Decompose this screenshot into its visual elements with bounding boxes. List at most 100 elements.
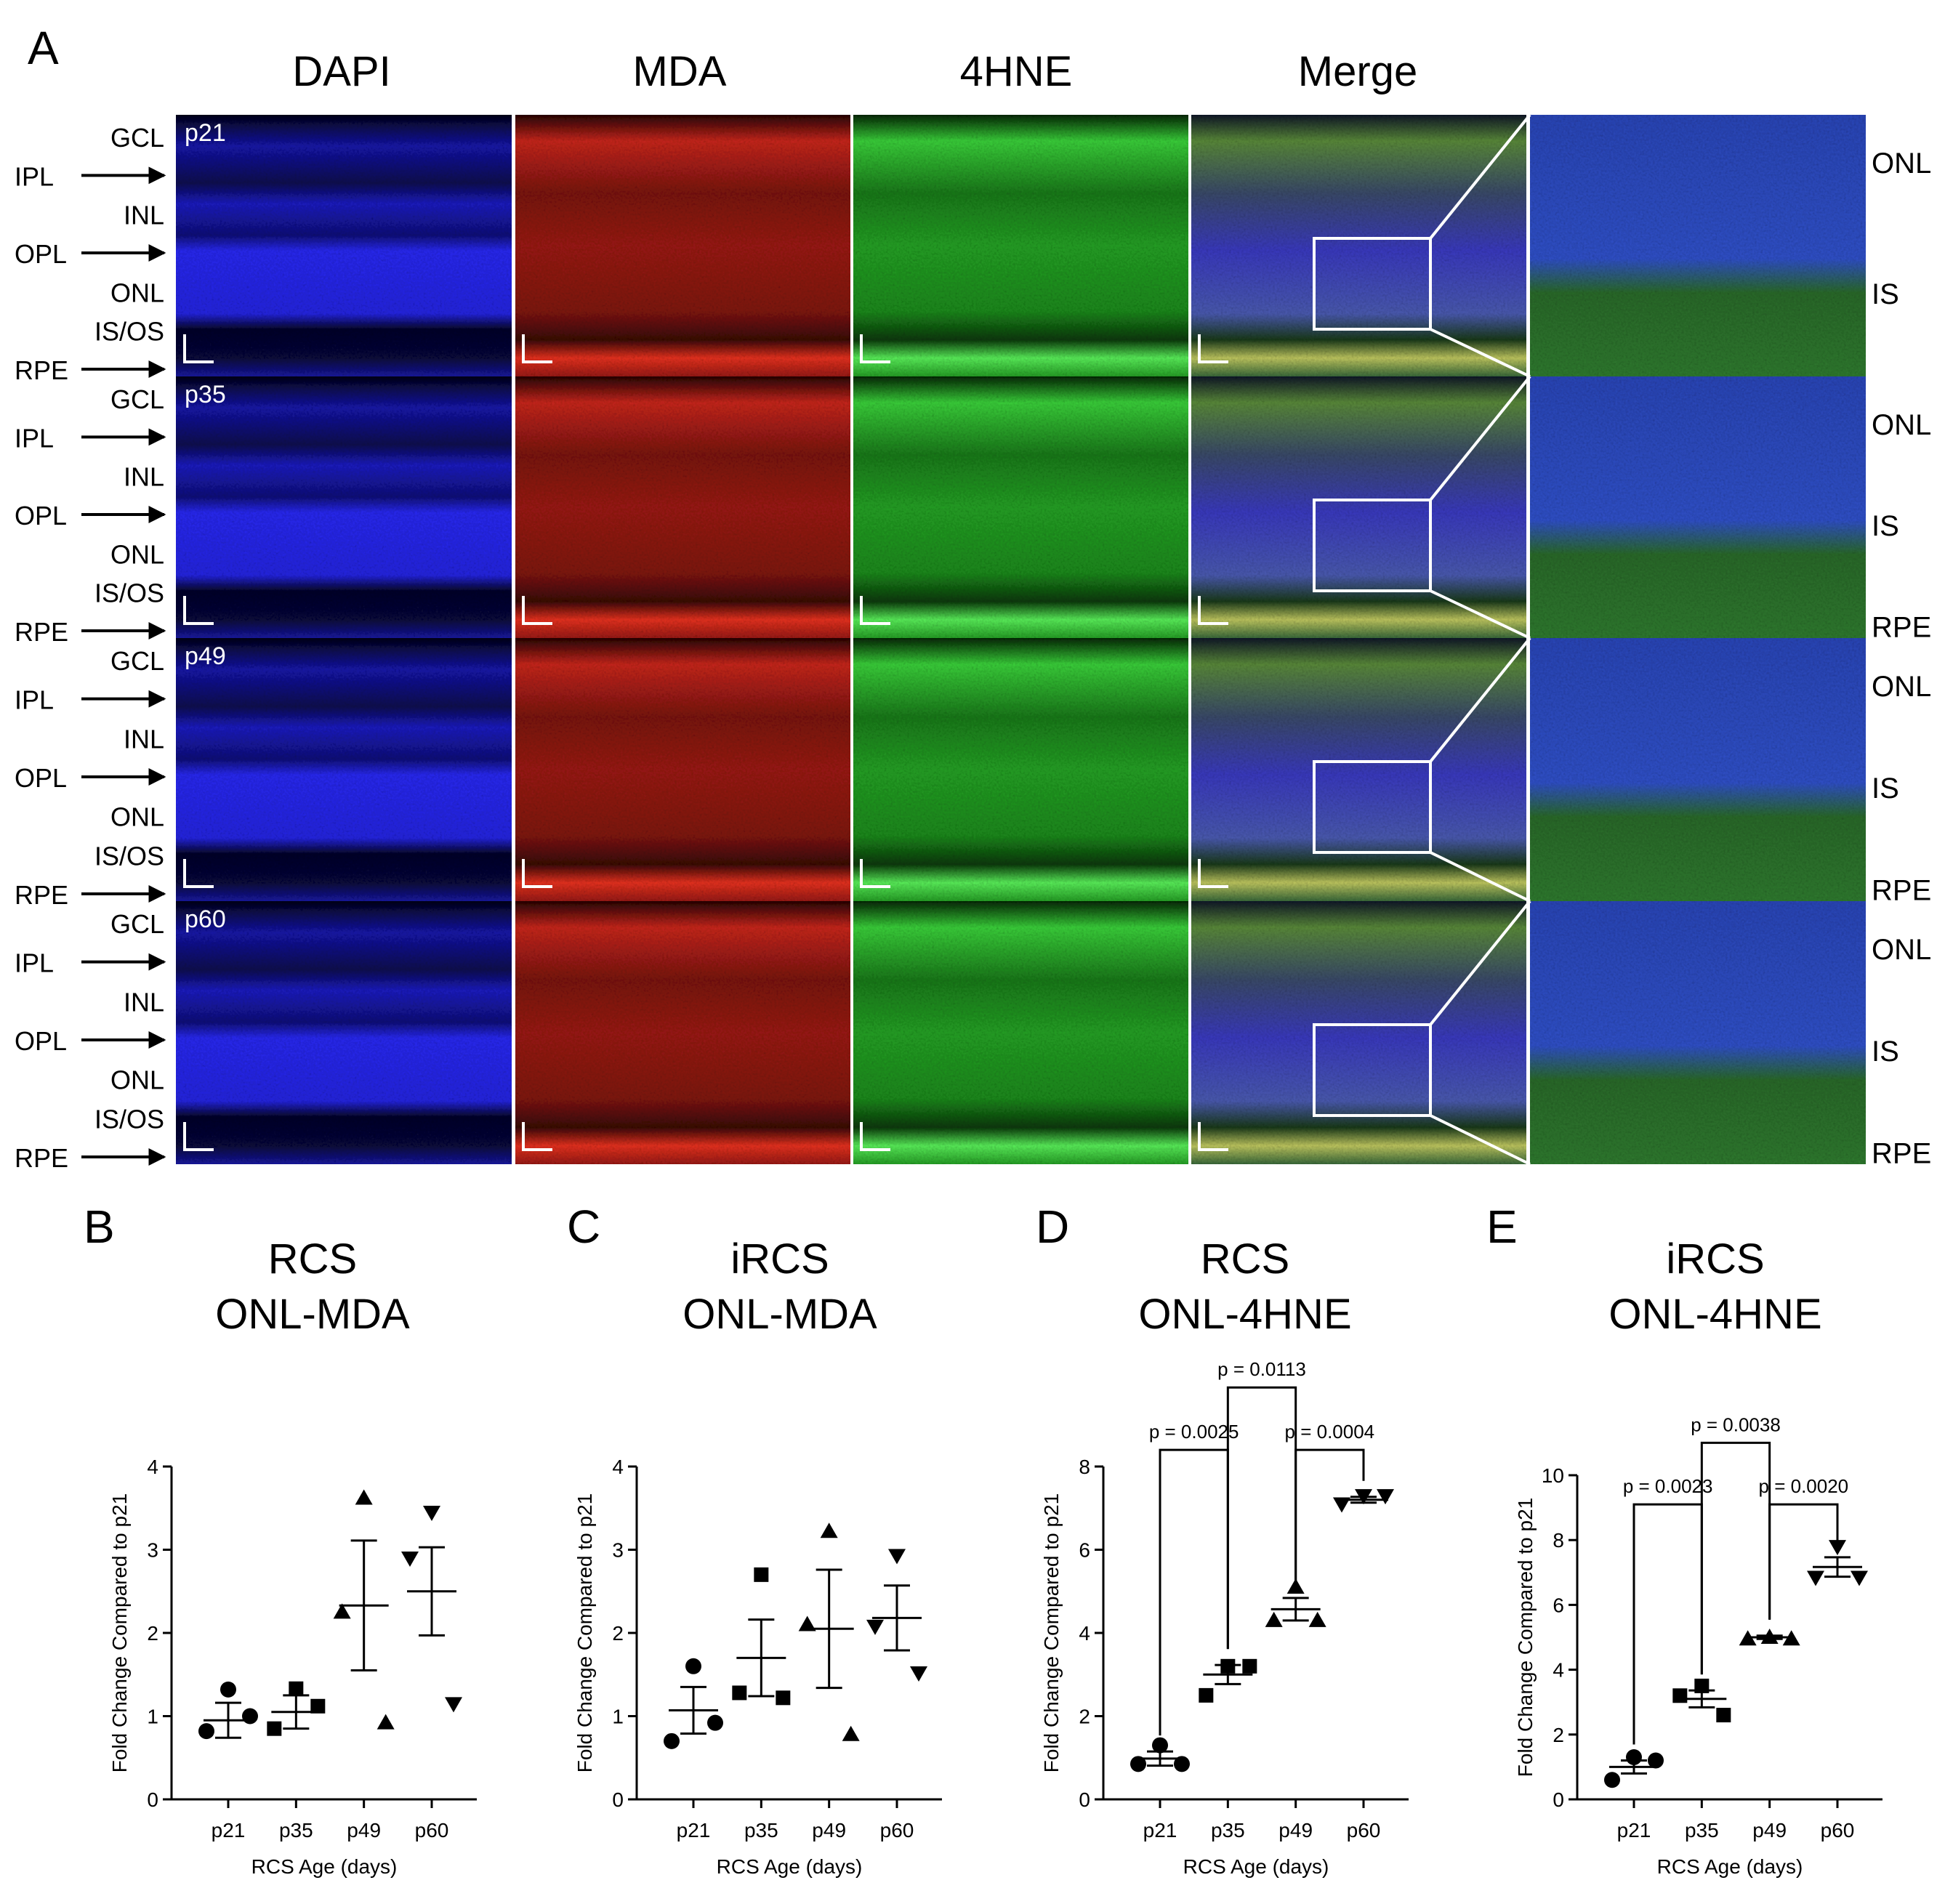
layer-label-gcl: GCL: [110, 646, 164, 676]
chart-title: ONL-4HNE: [1608, 1291, 1821, 1338]
chart-title: RCS: [1201, 1235, 1289, 1283]
x-tick-label: p60: [880, 1819, 914, 1842]
column-separator: [850, 115, 853, 1164]
y-tick-label: 0: [1553, 1788, 1564, 1811]
layer-label-gcl: GCL: [110, 909, 164, 939]
micrograph-4hne-p60: [853, 901, 1188, 1164]
x-tick-label: p35: [1685, 1819, 1719, 1842]
y-tick-label: 2: [1553, 1724, 1564, 1746]
zoom-label-is: IS: [1872, 773, 1899, 804]
p-value-label: p = 0.0038: [1691, 1413, 1781, 1435]
micrograph-merge-p49: [1191, 638, 1526, 901]
column-header-merge: Merge: [1298, 48, 1417, 95]
zoom-label-onl: ONL: [1872, 148, 1931, 179]
layer-label-ipl: IPL: [15, 161, 54, 191]
column-separator: [1526, 115, 1529, 1164]
micrograph-dapi-p35: [176, 376, 512, 638]
layer-label-opl: OPL: [15, 1026, 67, 1056]
y-tick-label: 1: [612, 1706, 624, 1728]
x-tick-label: p21: [212, 1819, 246, 1842]
chart-title: iRCS: [730, 1235, 829, 1283]
panel-letter-d: D: [1036, 1201, 1069, 1253]
micrograph-4hne-p21: [853, 115, 1188, 376]
data-point: [1265, 1611, 1283, 1627]
data-point: [310, 1698, 326, 1714]
x-axis-label: RCS Age (days): [717, 1855, 863, 1878]
data-point: [1333, 1497, 1350, 1513]
micrograph-mda-p60: [515, 901, 850, 1164]
layer-label-rpe: RPE: [15, 1143, 68, 1173]
data-point: [355, 1489, 373, 1505]
data-point: [242, 1708, 258, 1725]
y-axis-label: Fold Change Compared to p21: [1040, 1493, 1063, 1772]
data-point: [376, 1714, 395, 1730]
y-tick-label: 0: [1079, 1788, 1090, 1811]
zoom-label-rpe: RPE: [1872, 1137, 1931, 1169]
micrograph-merge-p35: [1191, 376, 1526, 638]
data-point: [423, 1505, 440, 1521]
data-point: [1130, 1756, 1146, 1772]
layer-label-onl: ONL: [110, 1065, 164, 1095]
data-point: [754, 1567, 769, 1582]
zoom-connector: [1429, 375, 1531, 501]
layer-label-gcl: GCL: [110, 123, 164, 153]
data-point: [333, 1603, 351, 1619]
x-axis-label: RCS Age (days): [1183, 1855, 1329, 1878]
charts: B RCS ONL-MDA 0 1 2 3 4 p21 p35 p49 p60 RCS Age (day…: [84, 1201, 1882, 1878]
column-header-mda: MDA: [633, 48, 727, 95]
chart-title: iRCS: [1666, 1235, 1764, 1283]
zoom-micrograph-p49: [1530, 638, 1866, 901]
column-header-4hne: 4HNE: [960, 48, 1073, 95]
column-separator: [512, 115, 515, 1164]
micrograph-dapi-p49: [176, 638, 512, 901]
x-tick-label: p60: [1821, 1819, 1855, 1842]
x-axis-label: RCS Age (days): [1657, 1855, 1803, 1878]
layer-label-rpe: RPE: [15, 880, 68, 910]
layer-label-onl: ONL: [110, 539, 164, 569]
layer-label-is-os: IS/OS: [94, 1104, 164, 1134]
zoom-label-onl: ONL: [1872, 934, 1931, 966]
p-value-label: p = 0.0004: [1285, 1421, 1375, 1443]
micrograph-merge-p60: [1191, 901, 1526, 1164]
x-tick-label: p21: [1617, 1819, 1651, 1842]
y-tick-label: 3: [612, 1539, 624, 1562]
layer-label-rpe: RPE: [15, 355, 68, 385]
x-tick-label: p21: [677, 1819, 711, 1842]
scale-bar: [183, 859, 214, 888]
data-point: [1807, 1570, 1824, 1586]
data-point: [866, 1619, 884, 1635]
data-point: [267, 1721, 282, 1736]
chart-title: ONL-4HNE: [1138, 1291, 1351, 1338]
data-point: [1829, 1540, 1846, 1556]
layer-label-onl: ONL: [110, 278, 164, 307]
data-point: [664, 1732, 680, 1749]
p-value-label: p = 0.0113: [1217, 1358, 1306, 1380]
scale-bar: [522, 1122, 552, 1151]
data-point: [732, 1685, 747, 1701]
data-point: [685, 1658, 701, 1674]
x-tick-label: p60: [415, 1819, 449, 1842]
zoom-micrograph-p35: [1530, 376, 1866, 638]
zoom-label-is: IS: [1872, 278, 1899, 310]
micrograph-dapi-p21: [176, 115, 512, 376]
y-axis-label: Fold Change Compared to p21: [108, 1493, 131, 1772]
zoom-connector: [1429, 637, 1531, 763]
layer-label-is-os: IS/OS: [94, 841, 164, 871]
data-point: [1242, 1658, 1257, 1674]
micrograph-merge-p21: [1191, 115, 1526, 376]
data-point: [1286, 1578, 1305, 1594]
y-tick-label: 10: [1542, 1464, 1564, 1487]
scale-bar: [522, 596, 552, 625]
panel-a: A DAPI MDA 4HNE Merge p21 ONL IS p35 ONL IS RPE p4…: [15, 22, 1931, 1173]
layer-label-inl: INL: [124, 201, 164, 230]
data-point: [1308, 1611, 1326, 1627]
significance-bracket: [1768, 1503, 1839, 1620]
data-point: [1174, 1756, 1190, 1772]
data-point: [445, 1697, 462, 1713]
age-label-p35: p35: [185, 381, 226, 408]
y-tick-label: 4: [612, 1456, 624, 1478]
zoom-label-onl: ONL: [1872, 409, 1931, 441]
zoom-label-is: IS: [1872, 510, 1899, 542]
x-tick-label: p49: [1752, 1819, 1787, 1842]
